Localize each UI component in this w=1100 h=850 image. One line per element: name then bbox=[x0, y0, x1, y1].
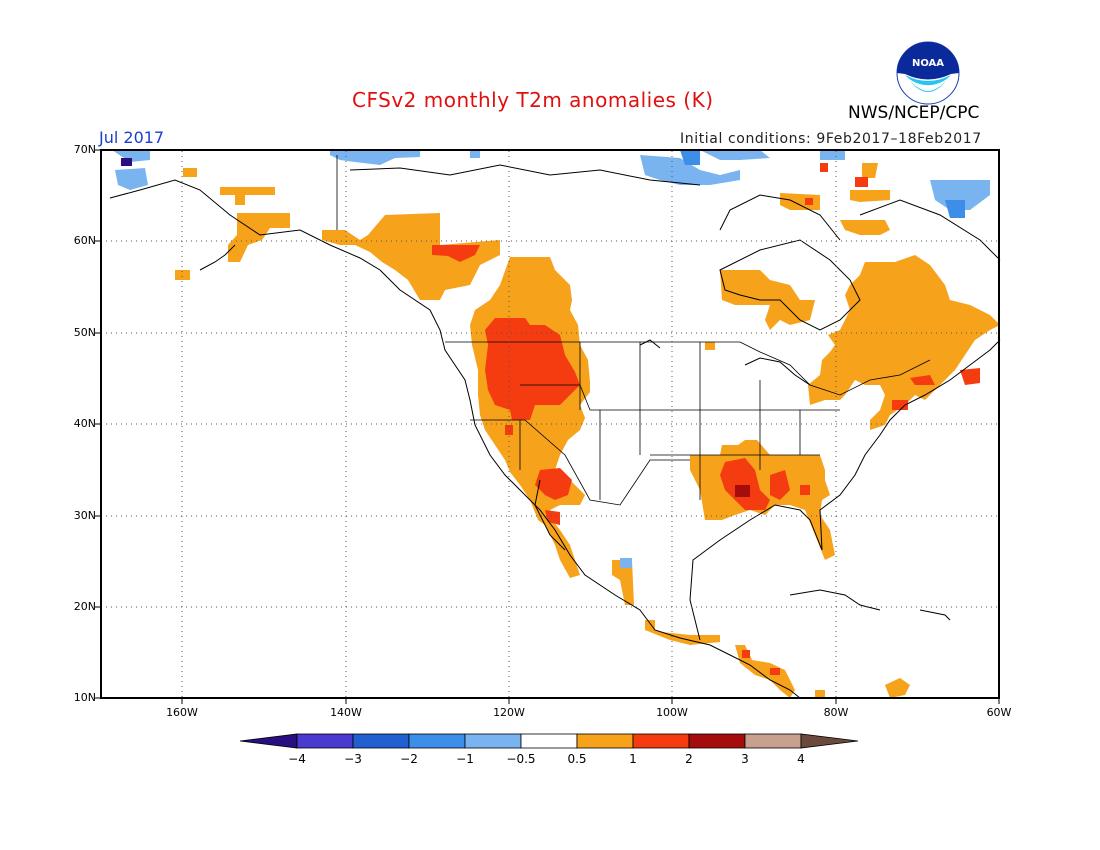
coastlines bbox=[109, 164, 1001, 699]
colorbar-swatch bbox=[352, 733, 410, 749]
lon-label: 160W bbox=[166, 706, 198, 719]
colorbar-label: 2 bbox=[685, 752, 693, 766]
lon-label: 120W bbox=[493, 706, 525, 719]
agency-label: NWS/NCEP/CPC bbox=[848, 103, 980, 123]
lon-label: 140W bbox=[330, 706, 362, 719]
initial-conditions: Initial conditions: 9Feb2017–18Feb2017 bbox=[680, 131, 982, 147]
colorbar-swatch bbox=[744, 733, 802, 749]
lat-label: 20N bbox=[73, 600, 96, 613]
colorbar-label: 0.5 bbox=[567, 752, 587, 766]
colorbar-label: −1 bbox=[456, 752, 474, 766]
noaa-logo-icon: NOAA bbox=[896, 41, 960, 105]
lat-label: 40N bbox=[73, 417, 96, 430]
colorbar-label: −3 bbox=[344, 752, 362, 766]
lon-label: 100W bbox=[656, 706, 688, 719]
colorbar-swatch bbox=[520, 733, 578, 749]
anomaly-shading-very-hot bbox=[735, 485, 750, 497]
map-title: CFSv2 monthly T2m anomalies (K) bbox=[352, 88, 714, 112]
colorbar-high-arrow bbox=[800, 733, 859, 749]
anomaly-shading-warm bbox=[175, 163, 1000, 698]
lon-label: 60W bbox=[986, 706, 1012, 719]
colorbar-swatch bbox=[296, 733, 354, 749]
colorbar bbox=[239, 733, 859, 749]
colorbar-label: −0.5 bbox=[506, 752, 536, 766]
colorbar-label: −2 bbox=[400, 752, 418, 766]
colorbar-label: 1 bbox=[629, 752, 637, 766]
graticule bbox=[101, 151, 999, 697]
colorbar-swatch bbox=[632, 733, 690, 749]
political-borders bbox=[336, 155, 931, 506]
colorbar-swatch bbox=[688, 733, 746, 749]
colorbar-label: −4 bbox=[288, 752, 306, 766]
lat-label: 50N bbox=[73, 326, 96, 339]
colorbar-label: 3 bbox=[741, 752, 749, 766]
lat-label: 60N bbox=[73, 234, 96, 247]
anomaly-shading-very-cold bbox=[121, 158, 132, 166]
noaa-logo-text: NOAA bbox=[912, 58, 944, 69]
colorbar-swatch bbox=[408, 733, 466, 749]
lat-label: 30N bbox=[73, 509, 96, 522]
colorbar-label: 4 bbox=[797, 752, 805, 766]
lat-label: 10N bbox=[73, 691, 96, 704]
lat-label: 70N bbox=[73, 143, 96, 156]
colorbar-swatch bbox=[464, 733, 522, 749]
lon-label: 80W bbox=[823, 706, 849, 719]
anomaly-shading-hot bbox=[432, 163, 980, 675]
forecast-month: Jul 2017 bbox=[99, 128, 165, 147]
anomaly-shading-cool bbox=[112, 150, 990, 568]
colorbar-low-arrow bbox=[239, 733, 298, 749]
anomaly-shading-cold bbox=[680, 150, 965, 218]
colorbar-swatch bbox=[576, 733, 634, 749]
